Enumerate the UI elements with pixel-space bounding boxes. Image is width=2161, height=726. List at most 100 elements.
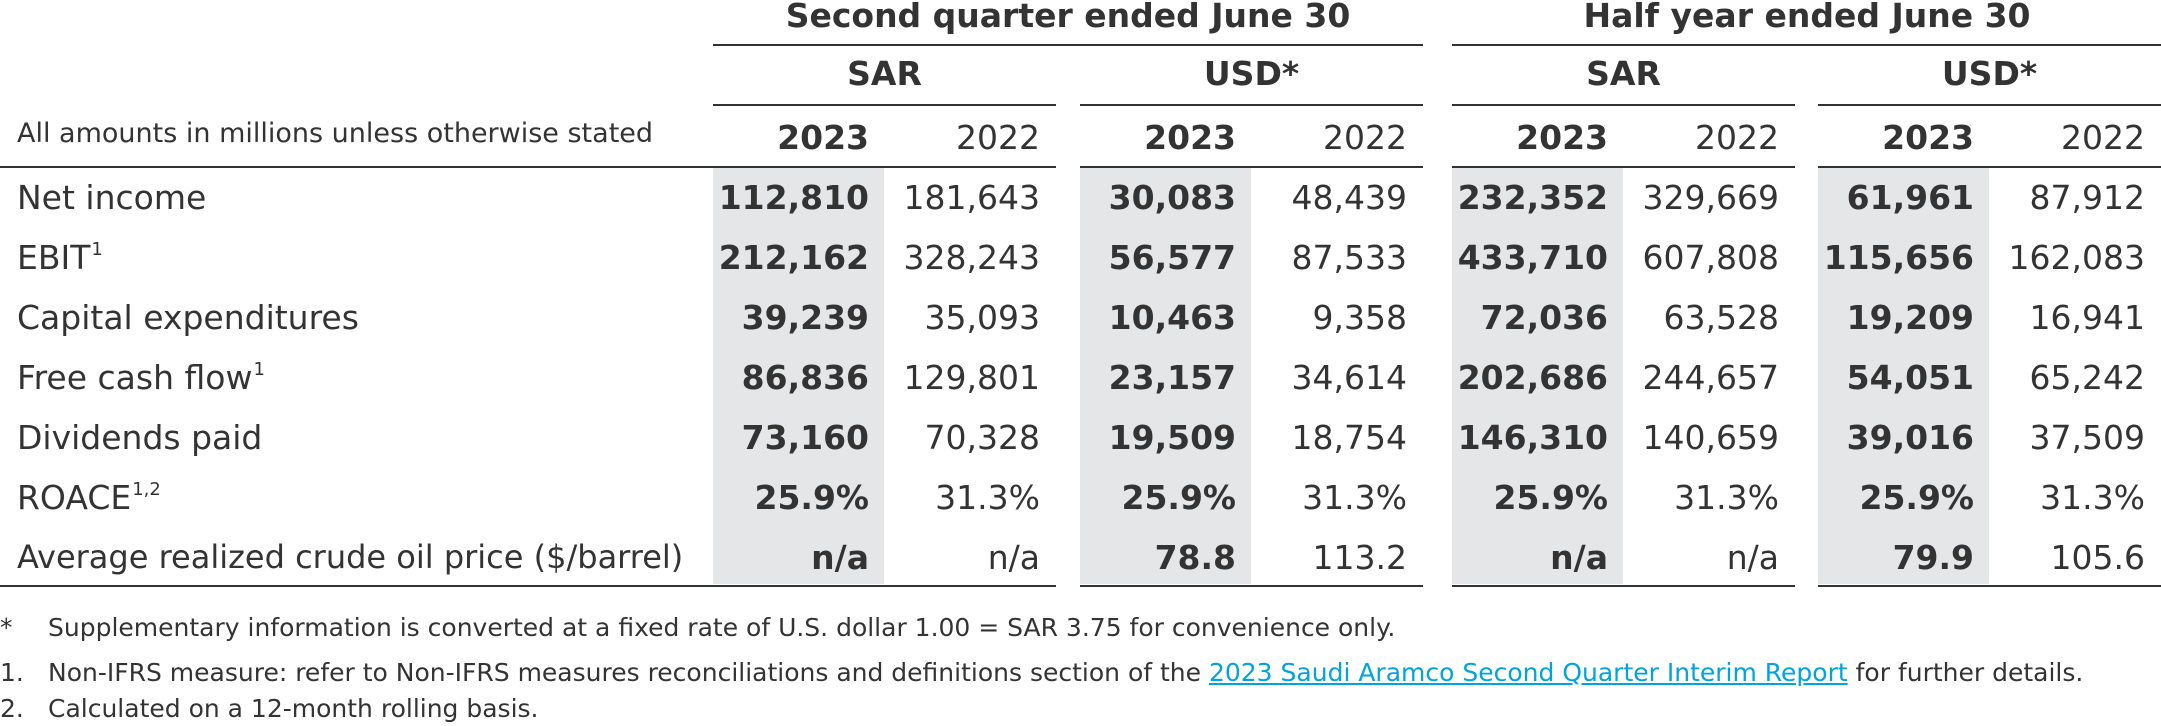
year-q-usd-2022: 2022 [1323, 118, 1407, 157]
cell-q-usd-2023: 30,083 [1108, 178, 1236, 217]
cell-h-sar-2022: 31.3% [1674, 478, 1779, 517]
cell-q-sar-2022: 31.3% [935, 478, 1040, 517]
cell-q-sar-2022: 70,328 [924, 418, 1040, 457]
cell-q-sar-2022: n/a [987, 538, 1040, 577]
cell-h-sar-2023: 25.9% [1493, 478, 1609, 517]
cell-h-sar-2022: 607,808 [1642, 238, 1779, 277]
table-row-ebit: EBIT1 212,162 328,243 56,577 87,533 433,… [0, 228, 2161, 288]
year-q-sar-2023: 2023 [777, 118, 869, 157]
currency-h-sar: SAR [1586, 54, 1661, 93]
shade-q-usd-2023 [1080, 168, 1251, 584]
cell-q-sar-2022: 35,093 [924, 298, 1040, 337]
cell-q-usd-2022: 31.3% [1302, 478, 1407, 517]
cell-q-usd-2022: 87,533 [1291, 238, 1407, 277]
shade-h-usd-2023 [1818, 168, 1989, 584]
footnote-mark: * [0, 613, 13, 642]
cell-h-usd-2022: 162,083 [2008, 238, 2145, 277]
table-bottom-rule-h-sar [1452, 585, 1795, 587]
cell-q-usd-2023: 78.8 [1154, 538, 1236, 577]
cell-h-usd-2023: 25.9% [1859, 478, 1975, 517]
table-bottom-rule-label [0, 585, 713, 587]
header-rule-half-year [1452, 44, 2161, 46]
cell-h-sar-2023: 202,686 [1457, 358, 1608, 397]
cell-h-sar-2023: 72,036 [1480, 298, 1608, 337]
cell-h-usd-2022: 87,912 [2029, 178, 2145, 217]
cell-h-usd-2023: 115,656 [1823, 238, 1974, 277]
row-label: ROACE1,2 [17, 478, 161, 517]
cell-q-usd-2023: 10,463 [1108, 298, 1236, 337]
units-note: All amounts in millions unless otherwise… [17, 118, 654, 149]
cell-q-usd-2022: 113.2 [1312, 538, 1407, 577]
cell-h-usd-2022: 37,509 [2029, 418, 2145, 457]
currency-rule-q-usd [1080, 104, 1423, 106]
cell-q-sar-2023: 212,162 [718, 238, 869, 277]
cell-h-usd-2023: 54,051 [1846, 358, 1974, 397]
cell-h-usd-2023: 79.9 [1892, 538, 1974, 577]
footnote-mark: 2. [0, 694, 24, 723]
cell-q-usd-2023: 56,577 [1108, 238, 1236, 277]
table-header-rule-q-sar [713, 166, 1056, 168]
currency-rule-h-sar [1452, 104, 1795, 106]
footnote-text: Non-IFRS measure: refer to Non-IFRS meas… [48, 658, 2084, 687]
table-header-rule-h-sar [1452, 166, 1795, 168]
table-bottom-rule-q-usd [1080, 585, 1423, 587]
cell-q-usd-2022: 48,439 [1291, 178, 1407, 217]
cell-q-usd-2023: 23,157 [1108, 358, 1236, 397]
header-second-quarter: Second quarter ended June 30 [785, 0, 1351, 35]
cell-h-sar-2022: 329,669 [1642, 178, 1779, 217]
table-row-net-income: Net income 112,810 181,643 30,083 48,439… [0, 168, 2161, 228]
cell-h-usd-2022: 31.3% [2040, 478, 2145, 517]
table-row-crude-oil-price: Average realized crude oil price ($/barr… [0, 528, 2161, 588]
row-label: EBIT1 [17, 238, 103, 277]
row-label: Average realized crude oil price ($/barr… [17, 538, 684, 576]
table-row-dividends-paid: Dividends paid 73,160 70,328 19,509 18,7… [0, 408, 2161, 468]
cell-h-usd-2022: 105.6 [2050, 538, 2145, 577]
cell-q-sar-2023: 25.9% [754, 478, 870, 517]
year-q-usd-2023: 2023 [1144, 118, 1236, 157]
row-label: Capital expenditures [17, 298, 359, 337]
cell-h-usd-2022: 65,242 [2029, 358, 2145, 397]
table-row-capital-expenditures: Capital expenditures 39,239 35,093 10,46… [0, 288, 2161, 348]
shade-h-sar-2023 [1452, 168, 1623, 584]
footnote-mark: 1. [0, 658, 24, 687]
table-header-rule-label [0, 166, 713, 168]
year-h-sar-2022: 2022 [1695, 118, 1779, 157]
cell-q-usd-2023: 19,509 [1108, 418, 1236, 457]
cell-h-usd-2023: 39,016 [1846, 418, 1974, 457]
year-h-sar-2023: 2023 [1516, 118, 1608, 157]
cell-h-sar-2023: 433,710 [1457, 238, 1608, 277]
row-label: Free cash flow1 [17, 358, 265, 397]
table-header-rule-q-usd [1080, 166, 1423, 168]
cell-h-sar-2023: n/a [1550, 538, 1608, 577]
currency-q-usd: USD* [1203, 54, 1300, 93]
table-bottom-rule-q-sar [713, 585, 1056, 587]
row-label: Dividends paid [17, 418, 263, 457]
cell-q-sar-2023: n/a [811, 538, 869, 577]
cell-h-sar-2023: 146,310 [1457, 418, 1608, 457]
cell-h-sar-2023: 232,352 [1457, 178, 1608, 217]
currency-rule-q-sar [713, 104, 1056, 106]
row-label: Net income [17, 178, 207, 217]
cell-h-usd-2023: 19,209 [1846, 298, 1974, 337]
table-row-free-cash-flow: Free cash flow1 86,836 129,801 23,157 34… [0, 348, 2161, 408]
table-bottom-rule-h-usd [1818, 585, 2161, 587]
cell-h-sar-2022: n/a [1726, 538, 1779, 577]
cell-h-usd-2022: 16,941 [2029, 298, 2145, 337]
cell-q-sar-2022: 328,243 [903, 238, 1040, 277]
cell-q-usd-2022: 9,358 [1312, 298, 1407, 337]
cell-q-usd-2022: 18,754 [1291, 418, 1407, 457]
cell-q-sar-2022: 129,801 [903, 358, 1040, 397]
cell-q-sar-2023: 86,836 [741, 358, 869, 397]
cell-q-sar-2023: 39,239 [741, 298, 869, 337]
header-half-year: Half year ended June 30 [1583, 0, 2031, 35]
cell-h-sar-2022: 140,659 [1642, 418, 1779, 457]
currency-rule-h-usd [1818, 104, 2161, 106]
footnote-text: Supplementary information is converted a… [48, 613, 1396, 642]
table-header-rule-h-usd [1818, 166, 2161, 168]
year-h-usd-2023: 2023 [1882, 118, 1974, 157]
currency-q-sar: SAR [847, 54, 922, 93]
cell-q-sar-2023: 73,160 [741, 418, 869, 457]
year-q-sar-2022: 2022 [956, 118, 1040, 157]
interim-report-link[interactable]: 2023 Saudi Aramco Second Quarter Interim… [1208, 658, 1848, 687]
cell-h-usd-2023: 61,961 [1846, 178, 1974, 217]
